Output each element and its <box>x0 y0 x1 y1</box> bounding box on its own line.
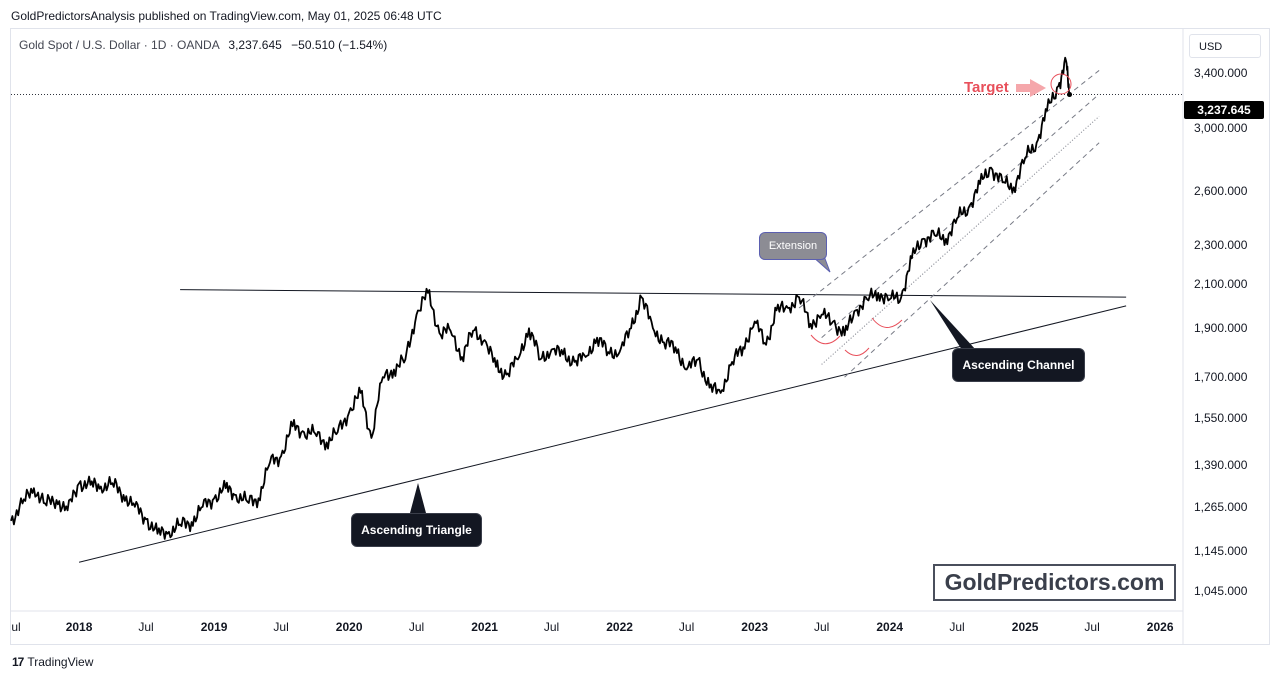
chart-frame <box>10 28 1270 645</box>
triangle-callout-pointer <box>410 483 426 513</box>
x-tick-label: Jul <box>543 620 560 634</box>
ascending-triangle-callout[interactable]: Ascending Triangle <box>351 513 482 547</box>
y-tick-label: 3,400.000 <box>1194 65 1248 80</box>
y-tick-label: 1,145.000 <box>1194 543 1248 558</box>
footer-brand: TradingView <box>27 655 94 669</box>
curve-marker-3 <box>871 317 903 328</box>
y-tick-label: 2,600.000 <box>1194 183 1248 198</box>
y-tick-label: 1,900.000 <box>1194 321 1248 336</box>
publisher-caption: GoldPredictorsAnalysis published on Trad… <box>11 9 442 23</box>
x-tick-label: Jul <box>813 620 830 634</box>
x-tick-label: 2025 <box>1011 620 1039 634</box>
symbol-change: −50.510 (−1.54%) <box>291 38 388 52</box>
trendline-resistance <box>180 289 1127 298</box>
x-tick-label: Jul <box>138 620 154 634</box>
y-tick-label: 1,390.000 <box>1194 458 1248 473</box>
x-tick-label: 2026 <box>1146 620 1174 634</box>
y-tick-label: 1,265.000 <box>1194 499 1248 514</box>
curve-marker-1 <box>810 334 841 345</box>
y-tick-label: 2,100.000 <box>1194 277 1248 292</box>
y-tick-label: 1,045.000 <box>1194 583 1248 598</box>
price-series-line <box>10 56 1071 540</box>
target-circle-icon <box>1050 73 1072 95</box>
trendline-channel-upper <box>798 70 1100 309</box>
x-tick-label: Jul <box>678 620 695 634</box>
watermark: GoldPredictors.com <box>933 564 1176 601</box>
trendline-rising-support <box>78 305 1127 563</box>
target-label[interactable]: Target <box>964 79 1009 96</box>
x-tick-label: Jul <box>408 620 425 634</box>
x-tick-label: 2020 <box>335 620 363 634</box>
y-tick-label: 1,550.000 <box>1194 410 1248 425</box>
footer: 17 TradingView <box>12 655 93 669</box>
extension-callout[interactable]: Extension <box>759 232 827 260</box>
x-tick-label: Jul <box>273 620 289 634</box>
x-tick-label: 2021 <box>471 620 498 634</box>
x-tick-label: 2023 <box>741 620 769 634</box>
y-tick-label: 3,000.000 <box>1194 120 1248 135</box>
x-tick-label: ul <box>11 620 21 634</box>
channel-callout-pointer <box>930 300 976 350</box>
x-tick-label: 2022 <box>606 620 633 634</box>
trendline-channel-mid <box>821 115 1100 365</box>
x-tick-label: Jul <box>949 620 965 634</box>
currency-selector[interactable]: USD <box>1189 34 1261 58</box>
ascending-channel-callout[interactable]: Ascending Channel <box>952 348 1085 382</box>
symbol-name: Gold Spot / U.S. Dollar · 1D · OANDA <box>19 38 220 52</box>
y-tick-label: 2,300.000 <box>1194 237 1248 252</box>
x-tick-label: 2019 <box>200 620 228 634</box>
x-tick-label: 2018 <box>65 620 93 634</box>
curve-marker-2 <box>844 347 870 356</box>
trendline-channel-lower <box>844 142 1100 378</box>
x-tick-label: Jul <box>1084 620 1100 634</box>
symbol-legend: Gold Spot / U.S. Dollar · 1D · OANDA 3,2… <box>19 38 387 52</box>
last-price-badge: 3,237.645 <box>1184 101 1264 119</box>
tradingview-logo-icon: 17 <box>12 655 24 669</box>
target-arrow-icon <box>1016 79 1046 97</box>
last-price-dot <box>1067 92 1073 98</box>
symbol-last-price: 3,237.645 <box>228 38 282 52</box>
x-tick-label: 2024 <box>876 620 904 634</box>
y-tick-label: 1,700.000 <box>1194 370 1248 385</box>
trendline-channel-upper-mid <box>821 93 1100 339</box>
